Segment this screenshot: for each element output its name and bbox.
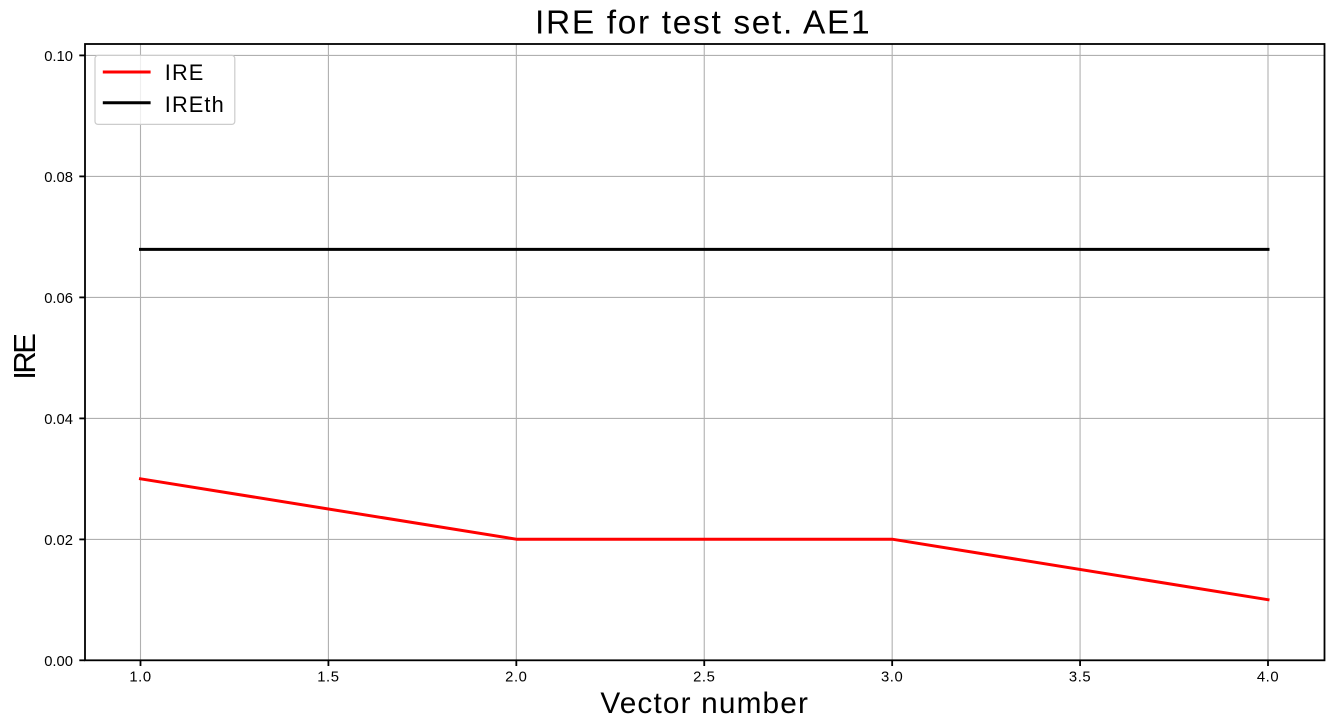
svg-text:1.5: 1.5 bbox=[317, 670, 339, 686]
svg-text:0.00: 0.00 bbox=[44, 654, 73, 670]
svg-text:3.5: 3.5 bbox=[1069, 670, 1091, 686]
svg-text:0.10: 0.10 bbox=[44, 49, 73, 65]
svg-text:IRE: IRE bbox=[165, 60, 205, 85]
svg-text:IRE for test set. AE1: IRE for test set. AE1 bbox=[535, 5, 871, 42]
svg-text:3.0: 3.0 bbox=[881, 670, 903, 686]
svg-text:1.0: 1.0 bbox=[129, 670, 151, 686]
svg-text:Vector number: Vector number bbox=[600, 687, 809, 720]
svg-text:4.0: 4.0 bbox=[1257, 670, 1279, 686]
svg-text:IRE: IRE bbox=[7, 334, 42, 380]
svg-text:0.06: 0.06 bbox=[44, 291, 73, 307]
svg-text:0.08: 0.08 bbox=[44, 170, 73, 186]
svg-text:IREth: IREth bbox=[165, 92, 225, 117]
svg-text:2.0: 2.0 bbox=[505, 670, 527, 686]
svg-text:2.5: 2.5 bbox=[693, 670, 715, 686]
svg-text:0.04: 0.04 bbox=[44, 412, 73, 428]
svg-text:0.02: 0.02 bbox=[44, 533, 73, 549]
